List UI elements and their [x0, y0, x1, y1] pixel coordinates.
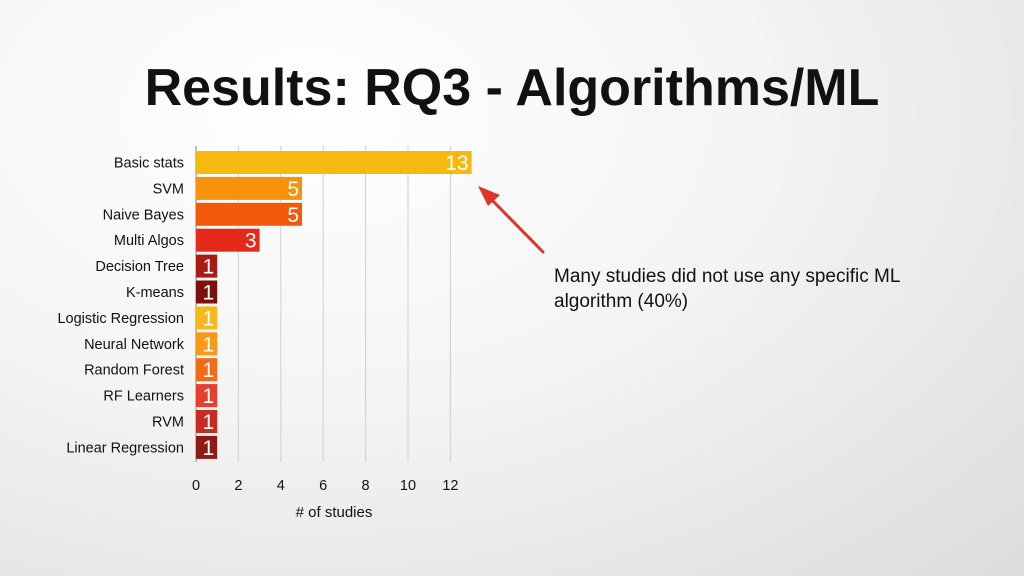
- category-label: Basic stats: [114, 156, 184, 172]
- data-label: 1: [203, 385, 215, 408]
- arrow-line: [490, 198, 545, 254]
- data-label: 1: [203, 256, 215, 279]
- data-label: 1: [203, 411, 215, 434]
- data-label: 5: [287, 204, 299, 227]
- bar: [196, 151, 472, 174]
- category-label: Logistic Regression: [57, 311, 184, 327]
- category-label: Neural Network: [84, 337, 185, 353]
- arrow-head: [478, 186, 500, 206]
- annotation-arrow: [478, 186, 545, 254]
- category-label: Linear Regression: [66, 440, 184, 456]
- data-label: 1: [203, 359, 215, 382]
- x-tick-label: 2: [234, 478, 242, 494]
- x-tick-label: 12: [442, 478, 458, 494]
- bar: [196, 384, 218, 408]
- data-label: 1: [203, 282, 215, 305]
- data-label: 1: [203, 307, 215, 330]
- category-label: SVM: [153, 181, 184, 197]
- bar: [196, 410, 218, 433]
- x-tick-label: 4: [277, 478, 285, 494]
- category-label: Decision Tree: [95, 259, 184, 275]
- data-label: 3: [245, 230, 257, 253]
- category-label: Naive Bayes: [103, 207, 184, 223]
- x-tick-label: 10: [400, 478, 416, 494]
- bar: [196, 254, 218, 278]
- bar: [196, 228, 260, 252]
- bar: [196, 306, 218, 330]
- bar: [196, 280, 218, 304]
- category-label: Random Forest: [84, 363, 184, 379]
- category-label: RF Learners: [103, 389, 184, 405]
- x-tick-label: 8: [362, 478, 370, 494]
- x-axis-title: # of studies: [296, 504, 373, 521]
- bar: [196, 202, 302, 226]
- bar: [196, 435, 218, 459]
- slide-title: Results: RQ3 - Algorithms/ML: [144, 59, 880, 117]
- x-tick-label: 6: [319, 478, 327, 494]
- bar: [196, 358, 218, 382]
- annotation-text: Many studies did not use any specific ML…: [554, 266, 900, 312]
- bar: [196, 332, 218, 356]
- data-label: 1: [203, 437, 215, 460]
- category-labels: Basic stats SVM Naive Bayes Multi Algos Deci…: [57, 156, 184, 457]
- x-tick-label: 0: [192, 478, 200, 494]
- category-label: RVM: [152, 415, 184, 431]
- bar: [196, 176, 302, 200]
- data-label: 5: [287, 178, 299, 201]
- category-label: K-means: [126, 285, 184, 301]
- x-tick-labels: 0 2 4 6 8 10 12: [192, 478, 459, 494]
- data-label: 13: [445, 152, 468, 175]
- category-label: Multi Algos: [114, 233, 184, 249]
- data-label: 1: [203, 333, 215, 356]
